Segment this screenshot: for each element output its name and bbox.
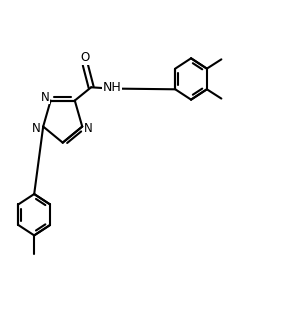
- Text: N: N: [84, 122, 93, 135]
- Text: O: O: [81, 51, 90, 64]
- Text: N: N: [32, 122, 40, 135]
- Text: NH: NH: [103, 81, 122, 94]
- Text: N: N: [41, 91, 50, 104]
